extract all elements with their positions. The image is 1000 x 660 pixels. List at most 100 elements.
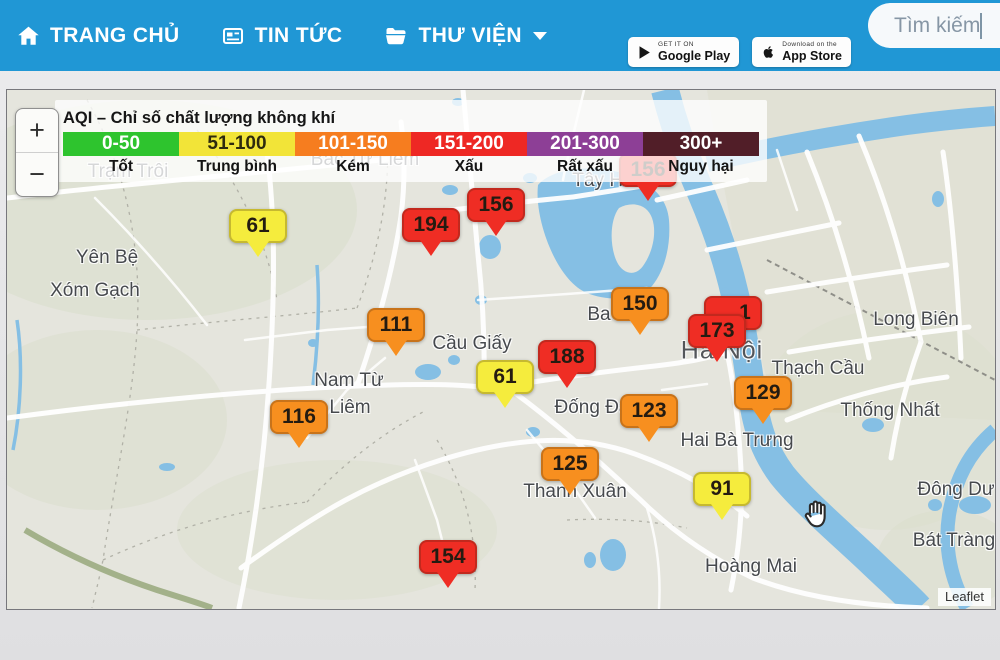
zoom-out-button[interactable]: − — [16, 153, 58, 196]
legend-category-label: Trung bình — [196, 158, 278, 175]
nav-item-home[interactable]: TRANG CHỦ — [16, 24, 180, 48]
aqi-value: 61 — [493, 365, 517, 388]
nav-item-news[interactable]: TIN TỨC — [220, 24, 343, 48]
nav-item-label: TIN TỨC — [254, 23, 343, 47]
app-store-badge[interactable]: Download on the App Store — [752, 37, 851, 67]
place-label: Thống Nhất — [840, 400, 940, 421]
nav-item-library[interactable]: THƯ VIỆN — [382, 23, 547, 48]
marker-pointer — [288, 432, 310, 448]
marker-pointer — [385, 340, 407, 356]
aqi-value: 1 — [739, 301, 751, 324]
place-label: Hai Bà Trưng — [680, 430, 794, 451]
legend-category-label: Xấu — [454, 158, 484, 175]
aqi-value: 61 — [246, 214, 270, 237]
aqi-marker[interactable]: 154 — [419, 540, 477, 588]
place-label: Yên Bệ — [75, 247, 139, 268]
aqi-marker[interactable]: 173 — [688, 314, 746, 362]
hand-cursor-icon — [804, 500, 826, 528]
aqi-marker[interactable]: 61 — [229, 209, 287, 257]
store-badges: GET IT ON Google Play Download on the Ap… — [628, 37, 851, 67]
legend-color-bar: 0-50 51-100 101-150 151-200 201-300 300+ — [63, 132, 759, 156]
legend-category-label: Tốt — [108, 158, 134, 175]
nav-item-label: THƯ VIỆN — [418, 23, 522, 47]
legend-category-label: Nguy hại — [668, 158, 734, 175]
aqi-marker[interactable]: 156 — [467, 188, 525, 236]
aqi-value: 150 — [622, 292, 658, 315]
chevron-down-icon — [532, 31, 547, 40]
divider — [16, 152, 58, 153]
aqi-value: 116 — [282, 405, 316, 428]
place-label: Long Biên — [873, 309, 959, 330]
marker-pointer — [437, 572, 459, 588]
marker-pointer — [638, 426, 660, 442]
badge-store-name: App Store — [782, 48, 842, 63]
marker-pointer — [629, 319, 651, 335]
marker-pointer — [711, 504, 733, 520]
marker-pointer — [752, 408, 774, 424]
apple-icon — [763, 46, 774, 58]
news-icon — [222, 27, 243, 44]
place-label: Xóm Gạch — [50, 280, 140, 301]
aqi-marker[interactable]: 194 — [402, 208, 460, 256]
aqi-value: 125 — [552, 452, 588, 475]
aqi-marker[interactable]: 129 — [734, 376, 792, 424]
aqi-marker[interactable]: 116 — [270, 400, 328, 448]
aqi-marker[interactable]: 150 — [611, 287, 669, 335]
marker-pointer — [559, 479, 581, 495]
aqi-marker[interactable]: 125 — [541, 447, 599, 495]
nav-item-label: TRANG CHỦ — [50, 23, 180, 47]
aqi-value: 156 — [478, 193, 514, 216]
legend-range: 51-100 — [179, 132, 295, 156]
badge-small-text: GET IT ON — [658, 41, 694, 48]
search-input[interactable] — [892, 11, 982, 41]
place-label: Liêm — [329, 397, 371, 418]
legend-labels-row: Tốt Trung bình Kém Xấu Rất xấu Nguy hại — [63, 158, 759, 176]
place-label: Đông Dư — [917, 479, 995, 500]
place-label: Nam Từ — [314, 370, 384, 391]
google-play-badge[interactable]: GET IT ON Google Play — [628, 37, 740, 67]
folder-icon — [386, 27, 406, 44]
map-zoom-control: + − — [15, 108, 59, 197]
badge-store-name: Google Play — [658, 48, 731, 63]
marker-pointer — [556, 372, 578, 388]
aqi-value: 154 — [430, 545, 466, 568]
aqi-value: 194 — [413, 213, 449, 236]
legend-range: 300+ — [643, 132, 759, 156]
aqi-marker[interactable]: 123 — [620, 394, 678, 442]
marker-pointer — [706, 346, 728, 362]
legend-title: AQI – Chỉ số chất lượng không khí — [63, 109, 336, 127]
aqi-marker[interactable]: 188 — [538, 340, 596, 388]
marker-pointer — [637, 185, 659, 201]
place-label: Bát Tràng — [912, 530, 996, 551]
leaflet-attribution[interactable]: Leaflet — [937, 588, 991, 606]
place-label: Thạch Cầu — [771, 358, 865, 379]
marker-pointer — [485, 220, 507, 236]
legend-category-label: Rất xấu — [557, 158, 613, 175]
zoom-in-button[interactable]: + — [16, 109, 58, 152]
search-box — [868, 3, 1000, 48]
place-label: Hoàng Mai — [705, 556, 797, 577]
aqi-legend: AQI – Chỉ số chất lượng không khí 0-50 51… — [55, 100, 767, 182]
top-navbar: TRANG CHỦ TIN TỨC THƯ VIỆN — [0, 0, 1000, 71]
aqi-value: 111 — [379, 313, 413, 336]
badge-small-text: Download on the — [782, 41, 838, 48]
legend-range: 0-50 — [63, 132, 179, 156]
place-label: Ba — [587, 304, 611, 325]
aqi-value: 188 — [549, 345, 585, 368]
nav-menu: TRANG CHỦ TIN TỨC THƯ VIỆN — [16, 0, 547, 71]
aqi-value: 173 — [699, 319, 735, 342]
google-play-icon — [639, 45, 650, 59]
home-icon — [18, 26, 39, 45]
aqi-value: 129 — [745, 381, 781, 404]
place-label: Đống Đa — [554, 397, 630, 418]
marker-pointer — [494, 392, 516, 408]
aqi-marker[interactable]: 91 — [693, 472, 751, 520]
aqi-marker[interactable]: 61 — [476, 360, 534, 408]
marker-pointer — [420, 240, 442, 256]
aqi-marker[interactable]: 111 — [367, 308, 425, 356]
legend-range: 151-200 — [411, 132, 527, 156]
legend-range: 101-150 — [295, 132, 411, 156]
text-cursor — [980, 13, 982, 39]
